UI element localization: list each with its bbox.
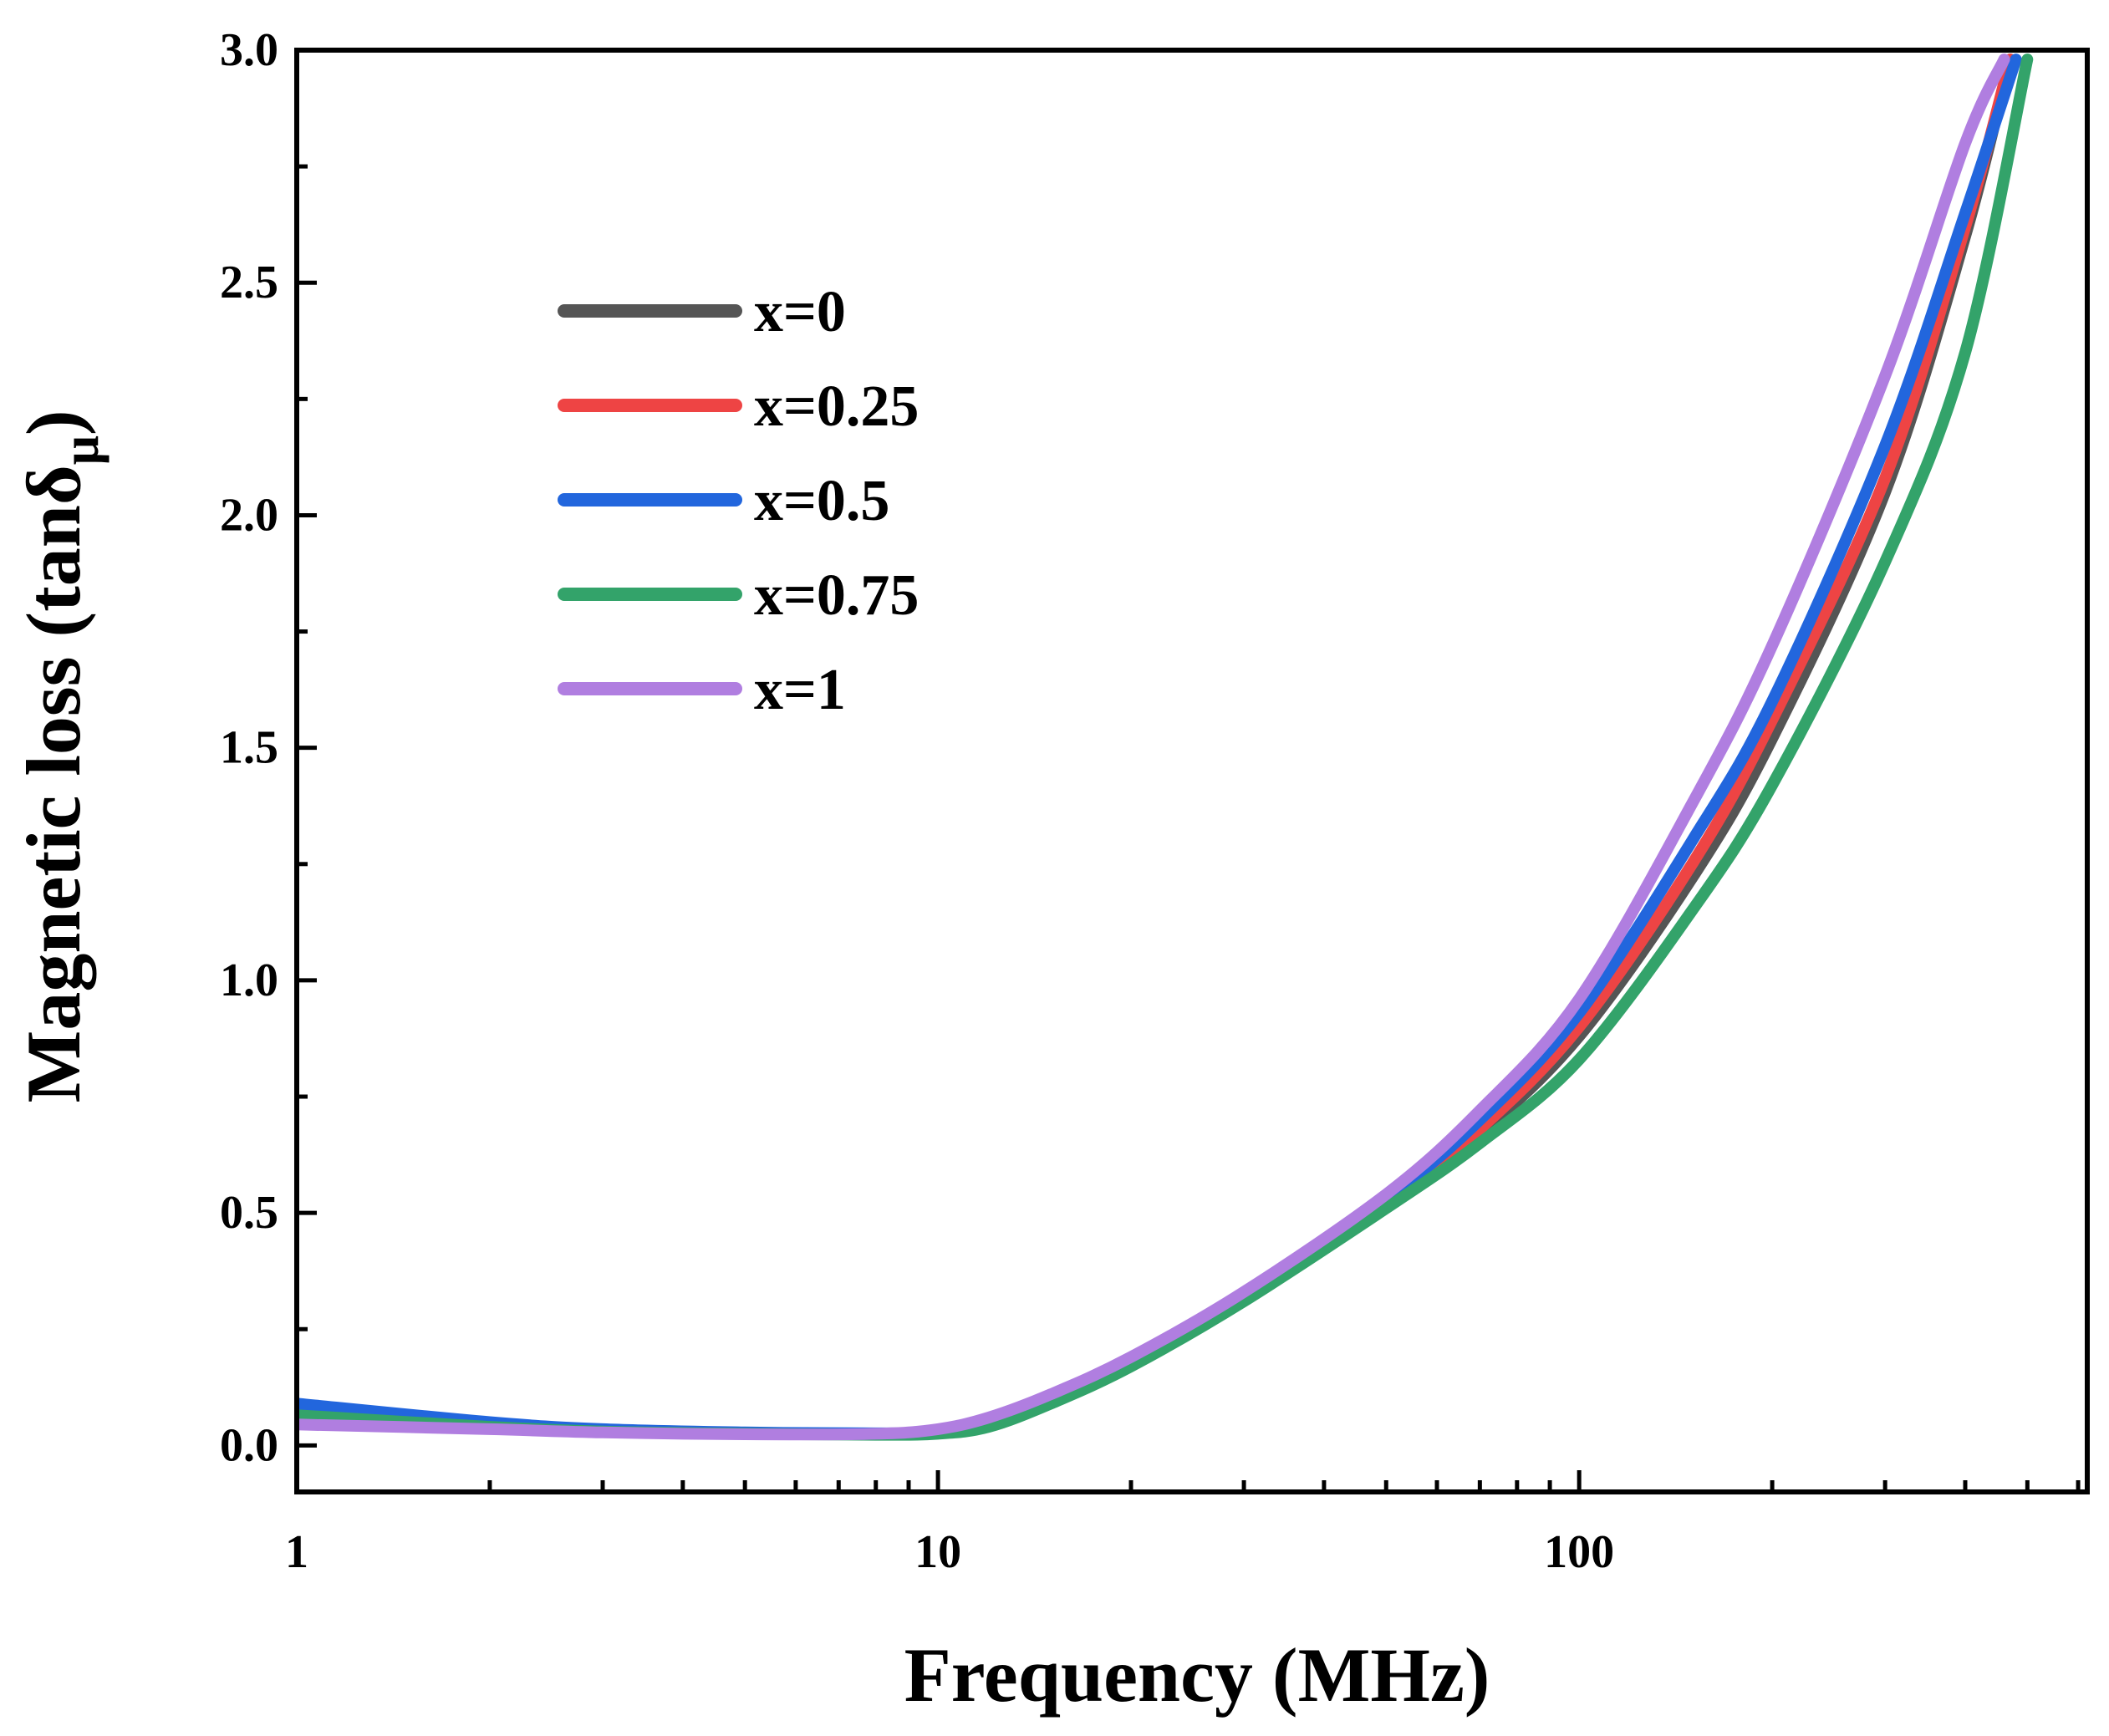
legend: x=0 x=0.25 x=0.5 x=0.75 x=1 (558, 280, 919, 722)
y-axis-label-subscript: μ (53, 435, 110, 465)
y-axis-label-close: ) (11, 410, 96, 435)
y-axis-label: Magnetic loss (tanδμ) (11, 410, 110, 1102)
data-series (297, 53, 2034, 1441)
y-tick-label: 1.0 (220, 955, 278, 1006)
x-axis-label: Frequency (MHz) (904, 1632, 1490, 1718)
legend-label: x=1 (754, 658, 846, 722)
y-tick-label: 0.5 (220, 1187, 278, 1239)
legend-label: x=0.5 (754, 469, 889, 533)
x-tick-label: 100 (1544, 1526, 1614, 1578)
y-tick-label: 0.0 (220, 1419, 278, 1471)
y-tick-label: 1.5 (220, 722, 278, 774)
legend-label: x=0.75 (754, 563, 919, 628)
y-tick-label: 2.0 (220, 489, 278, 541)
y-axis-label-main: Magnetic loss (tanδ (11, 465, 96, 1102)
series-line-x=1 (297, 53, 2010, 1441)
y-tick-label: 2.5 (220, 257, 278, 308)
x-tick-label: 10 (914, 1526, 961, 1578)
x-tick-label: 1 (285, 1526, 308, 1578)
legend-label: x=0.25 (754, 374, 919, 439)
legend-label: x=0 (754, 280, 846, 344)
y-tick-label: 3.0 (220, 24, 278, 76)
axis-ticks: 0.0 0.5 1.0 1.5 2.0 2.5 3.0 1 10 100 (220, 24, 2081, 1578)
plot-frame (294, 48, 2090, 1494)
